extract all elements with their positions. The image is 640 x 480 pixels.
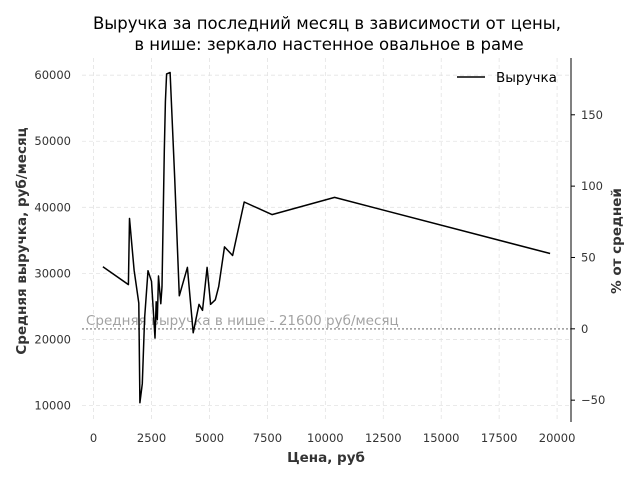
y2-tick-label: −50 (581, 393, 605, 407)
y2-tick-labels: −50 0 50 100 150 (581, 108, 605, 407)
x-tick-label: 15000 (423, 431, 460, 445)
x-tick-label: 12500 (365, 431, 402, 445)
y-tick-label: 60000 (34, 68, 71, 82)
y-tick-label: 30000 (34, 266, 71, 280)
y-tick-label: 50000 (34, 134, 71, 148)
x-tick-label: 10000 (307, 431, 344, 445)
y2-axis-label: % от средней (609, 188, 625, 294)
x-axis-label: Цена, руб (287, 450, 365, 466)
y-tick-label: 20000 (34, 332, 71, 346)
x-tick-label: 7500 (253, 431, 282, 445)
reference-line-group: Средняя выручка в нише - 21600 руб/месяц (82, 313, 571, 330)
grid (82, 58, 571, 422)
y-tick-label: 40000 (34, 200, 71, 214)
x-tick-label: 17500 (481, 431, 518, 445)
legend-label-revenue: Выручка (496, 70, 557, 86)
x-tick-label: 0 (90, 431, 97, 445)
y-tick-label: 10000 (34, 398, 71, 412)
y2-tick-label: 50 (581, 250, 596, 264)
y2-tick-label: 0 (581, 322, 588, 336)
y2-tick-label: 150 (581, 108, 603, 122)
chart-title-line-1: Выручка за последний месяц в зависимости… (93, 14, 561, 33)
y2-tick-label: 100 (581, 179, 603, 193)
series-line-revenue (102, 71, 551, 404)
x-tick-label: 20000 (539, 431, 576, 445)
y-axis-label: Средняя выручка, руб/месяц (14, 127, 30, 354)
y-tick-labels: 10000 20000 30000 40000 50000 60000 (34, 68, 71, 412)
x-tick-labels: 0 2500 5000 7500 10000 12500 15000 17500 20000 (90, 431, 575, 445)
average-revenue-label: Средняя выручка в нише - 21600 руб/месяц (86, 313, 399, 329)
legend: Выручка (457, 70, 557, 86)
x-tick-label: 5000 (195, 431, 224, 445)
axes (570, 58, 575, 422)
chart-title-line-2: в нише: зеркало настенное овальное в рам… (134, 35, 523, 54)
x-tick-label: 2500 (137, 431, 166, 445)
